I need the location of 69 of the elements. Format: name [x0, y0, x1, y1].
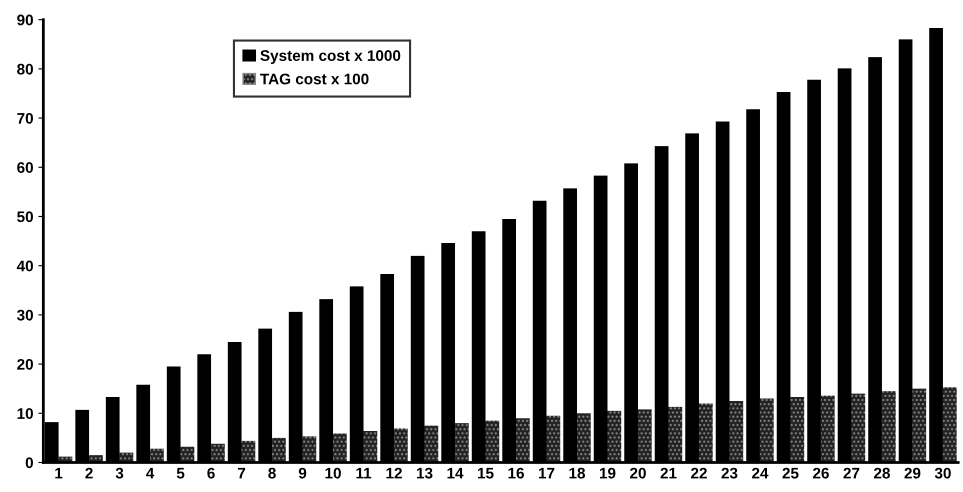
- x-tick-label: 4: [146, 468, 154, 478]
- x-tick-label: 19: [600, 468, 616, 479]
- bar: [546, 416, 560, 462]
- bar: [698, 403, 713, 462]
- bar: [424, 426, 438, 462]
- y-tick-label: 10: [18, 408, 33, 419]
- bar: [912, 388, 926, 462]
- bar: [394, 428, 408, 462]
- bar: [333, 433, 347, 462]
- bar: [211, 444, 225, 462]
- x-tick-label: 29: [904, 468, 920, 479]
- x-tick-label: 15: [478, 468, 494, 479]
- x-tick-label: 7: [238, 468, 246, 478]
- y-tick-label: 80: [17, 64, 33, 75]
- bar: [851, 394, 866, 462]
- x-tick-label: 26: [812, 468, 829, 479]
- x-tick-label: 22: [691, 468, 707, 478]
- bar: [364, 430, 378, 462]
- bar: [516, 418, 530, 462]
- x-tick-label: 20: [630, 468, 646, 479]
- x-tick-label: 10: [326, 468, 341, 479]
- bar: [882, 391, 896, 462]
- x-tick-label: 1: [55, 468, 62, 478]
- x-tick-label: 11: [356, 468, 372, 478]
- x-tick-label: 6: [207, 468, 215, 479]
- x-tick-label: 14: [447, 468, 464, 478]
- x-tick-label: 12: [386, 468, 402, 478]
- x-tick-label: 13: [416, 468, 432, 479]
- bar: [242, 440, 256, 462]
- y-tick-label: 60: [17, 162, 33, 173]
- x-tick-label: 25: [782, 468, 799, 479]
- bar: [668, 406, 682, 462]
- bar: [790, 397, 804, 462]
- y-tick-label: 30: [16, 310, 33, 321]
- x-tick-label: 28: [874, 468, 890, 479]
- bar: [638, 409, 652, 462]
- bar: [455, 423, 469, 462]
- x-tick-label: 16: [508, 468, 524, 479]
- bar: [729, 400, 744, 462]
- bar: [577, 413, 591, 462]
- x-tick-label: 2: [85, 468, 93, 478]
- bar: [150, 448, 164, 462]
- bar: [942, 387, 957, 462]
- x-tick-label: 9: [298, 468, 306, 479]
- x-tick-label: 27: [843, 468, 860, 478]
- y-tick-label: 70: [17, 112, 33, 124]
- bar: [607, 410, 622, 462]
- bar: [820, 396, 835, 462]
- y-tick-label: 40: [16, 260, 33, 272]
- x-tick-label: 3: [116, 468, 124, 479]
- x-tick-label: 24: [752, 468, 768, 478]
- y-tick-label: 0: [26, 457, 33, 468]
- bar: [180, 446, 194, 462]
- x-tick-label: 8: [268, 468, 276, 479]
- x-tick-label: 17: [538, 468, 554, 478]
- x-tick-label: 21: [660, 468, 677, 478]
- legend-label: TAG cost x 100: [260, 74, 369, 84]
- y-tick-label: 20: [17, 358, 33, 370]
- bar: [272, 438, 286, 462]
- bar: [486, 420, 500, 462]
- legend-label: System cost x 1000: [260, 50, 400, 64]
- bar: [760, 398, 774, 462]
- x-tick-label: 5: [176, 468, 184, 479]
- x-tick-label: 23: [722, 468, 738, 479]
- bar: [302, 436, 316, 462]
- x-tick-label: 30: [934, 468, 951, 479]
- x-tick-label: 18: [569, 468, 586, 479]
- y-tick-label: 50: [17, 211, 33, 222]
- y-tick-label: 90: [17, 14, 33, 26]
